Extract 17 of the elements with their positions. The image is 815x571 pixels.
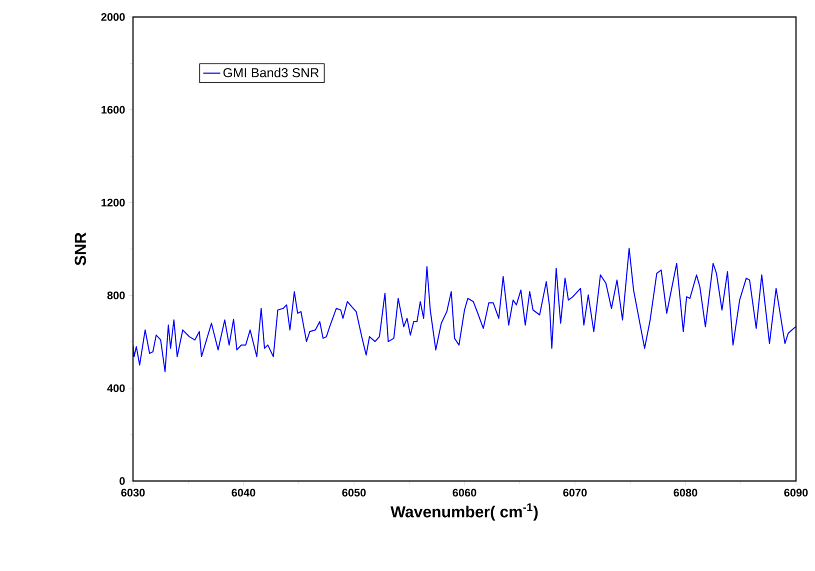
x-tick-label: 6080 (674, 488, 698, 497)
x-tick-label: 6060 (452, 488, 476, 497)
y-tick-label: 1600 (102, 106, 125, 114)
x-axis-title: Wavenumber( cm$^{-1}$) (390, 503, 538, 521)
legend-label: GMI Band3 SNR (223, 68, 319, 78)
x-tick-label: 6040 (232, 488, 256, 497)
y-tick-label: 400 (107, 384, 125, 392)
y-axis-title: SNR (74, 232, 86, 266)
x-tick-label: 6070 (563, 488, 587, 497)
y-tick-label: 0 (120, 477, 125, 485)
x-tick-label: 6050 (342, 488, 366, 497)
x-tick-label: 6090 (784, 488, 808, 497)
y-tick-label: 1200 (102, 198, 125, 206)
line-series (133, 248, 796, 372)
y-tick-label: 800 (107, 292, 125, 300)
x-tick-label: 6030 (121, 488, 145, 497)
y-tick-label: 2000 (101, 13, 125, 21)
